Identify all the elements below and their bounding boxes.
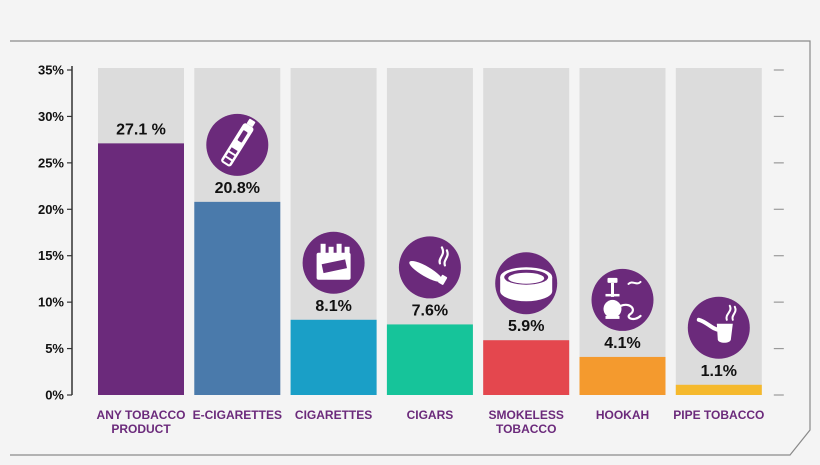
bar-2 [194, 201, 281, 395]
value-label: 1.1% [701, 363, 737, 380]
y-axis: 0% 5% 10% 15% 20% 25% 30% 35% [38, 63, 784, 403]
category-label: ANY TOBACCO [97, 408, 186, 422]
cigar-icon [398, 236, 461, 299]
bar-6 [579, 356, 666, 395]
category-label: CIGARS [407, 408, 454, 422]
e-cigarette-icon [206, 113, 269, 176]
chart-frame [10, 40, 811, 456]
category-label: HOOKAH [596, 408, 649, 422]
y-tick-label: 30% [38, 109, 64, 124]
y-tick-label: 20% [38, 202, 64, 217]
value-label: 5.9% [508, 318, 544, 335]
y-tick-label: 0% [45, 388, 64, 403]
y-tick-label: 15% [38, 248, 64, 263]
value-label: 7.6% [412, 302, 448, 319]
y-tick-label: 10% [38, 295, 64, 310]
cigarette-pack-icon [302, 231, 365, 294]
value-label: 27.1 % [116, 121, 166, 138]
y-tick-label: 25% [38, 155, 64, 170]
category-label: CIGARETTES [295, 408, 372, 422]
y-tick-label: 35% [38, 63, 64, 78]
background-bar [579, 68, 666, 395]
category-icons [206, 113, 750, 359]
bar-5 [483, 340, 570, 395]
value-label: 8.1% [315, 298, 351, 315]
category-label: E-CIGARETTES [193, 408, 282, 422]
bar-3 [290, 319, 377, 395]
hookah-icon [591, 268, 654, 331]
bar-1 [98, 143, 184, 395]
value-label: 20.8% [215, 180, 260, 197]
category-label: PIPE TOBACCO [673, 408, 764, 422]
value-labels: 27.1 % 20.8% 8.1% 7.6% 5.9% 4.1% 1.1% [116, 121, 737, 379]
smokeless-tobacco-tin-icon [495, 252, 558, 315]
category-label: TOBACCO [496, 422, 556, 436]
pipe-icon [687, 296, 750, 359]
category-label: PRODUCT [111, 422, 171, 436]
bar-7 [675, 384, 762, 395]
y-tick-label: 5% [45, 341, 64, 356]
value-label: 4.1% [604, 335, 640, 352]
data-bars [98, 143, 762, 395]
bar-4 [386, 324, 473, 395]
category-label: SMOKELESS [489, 408, 564, 422]
